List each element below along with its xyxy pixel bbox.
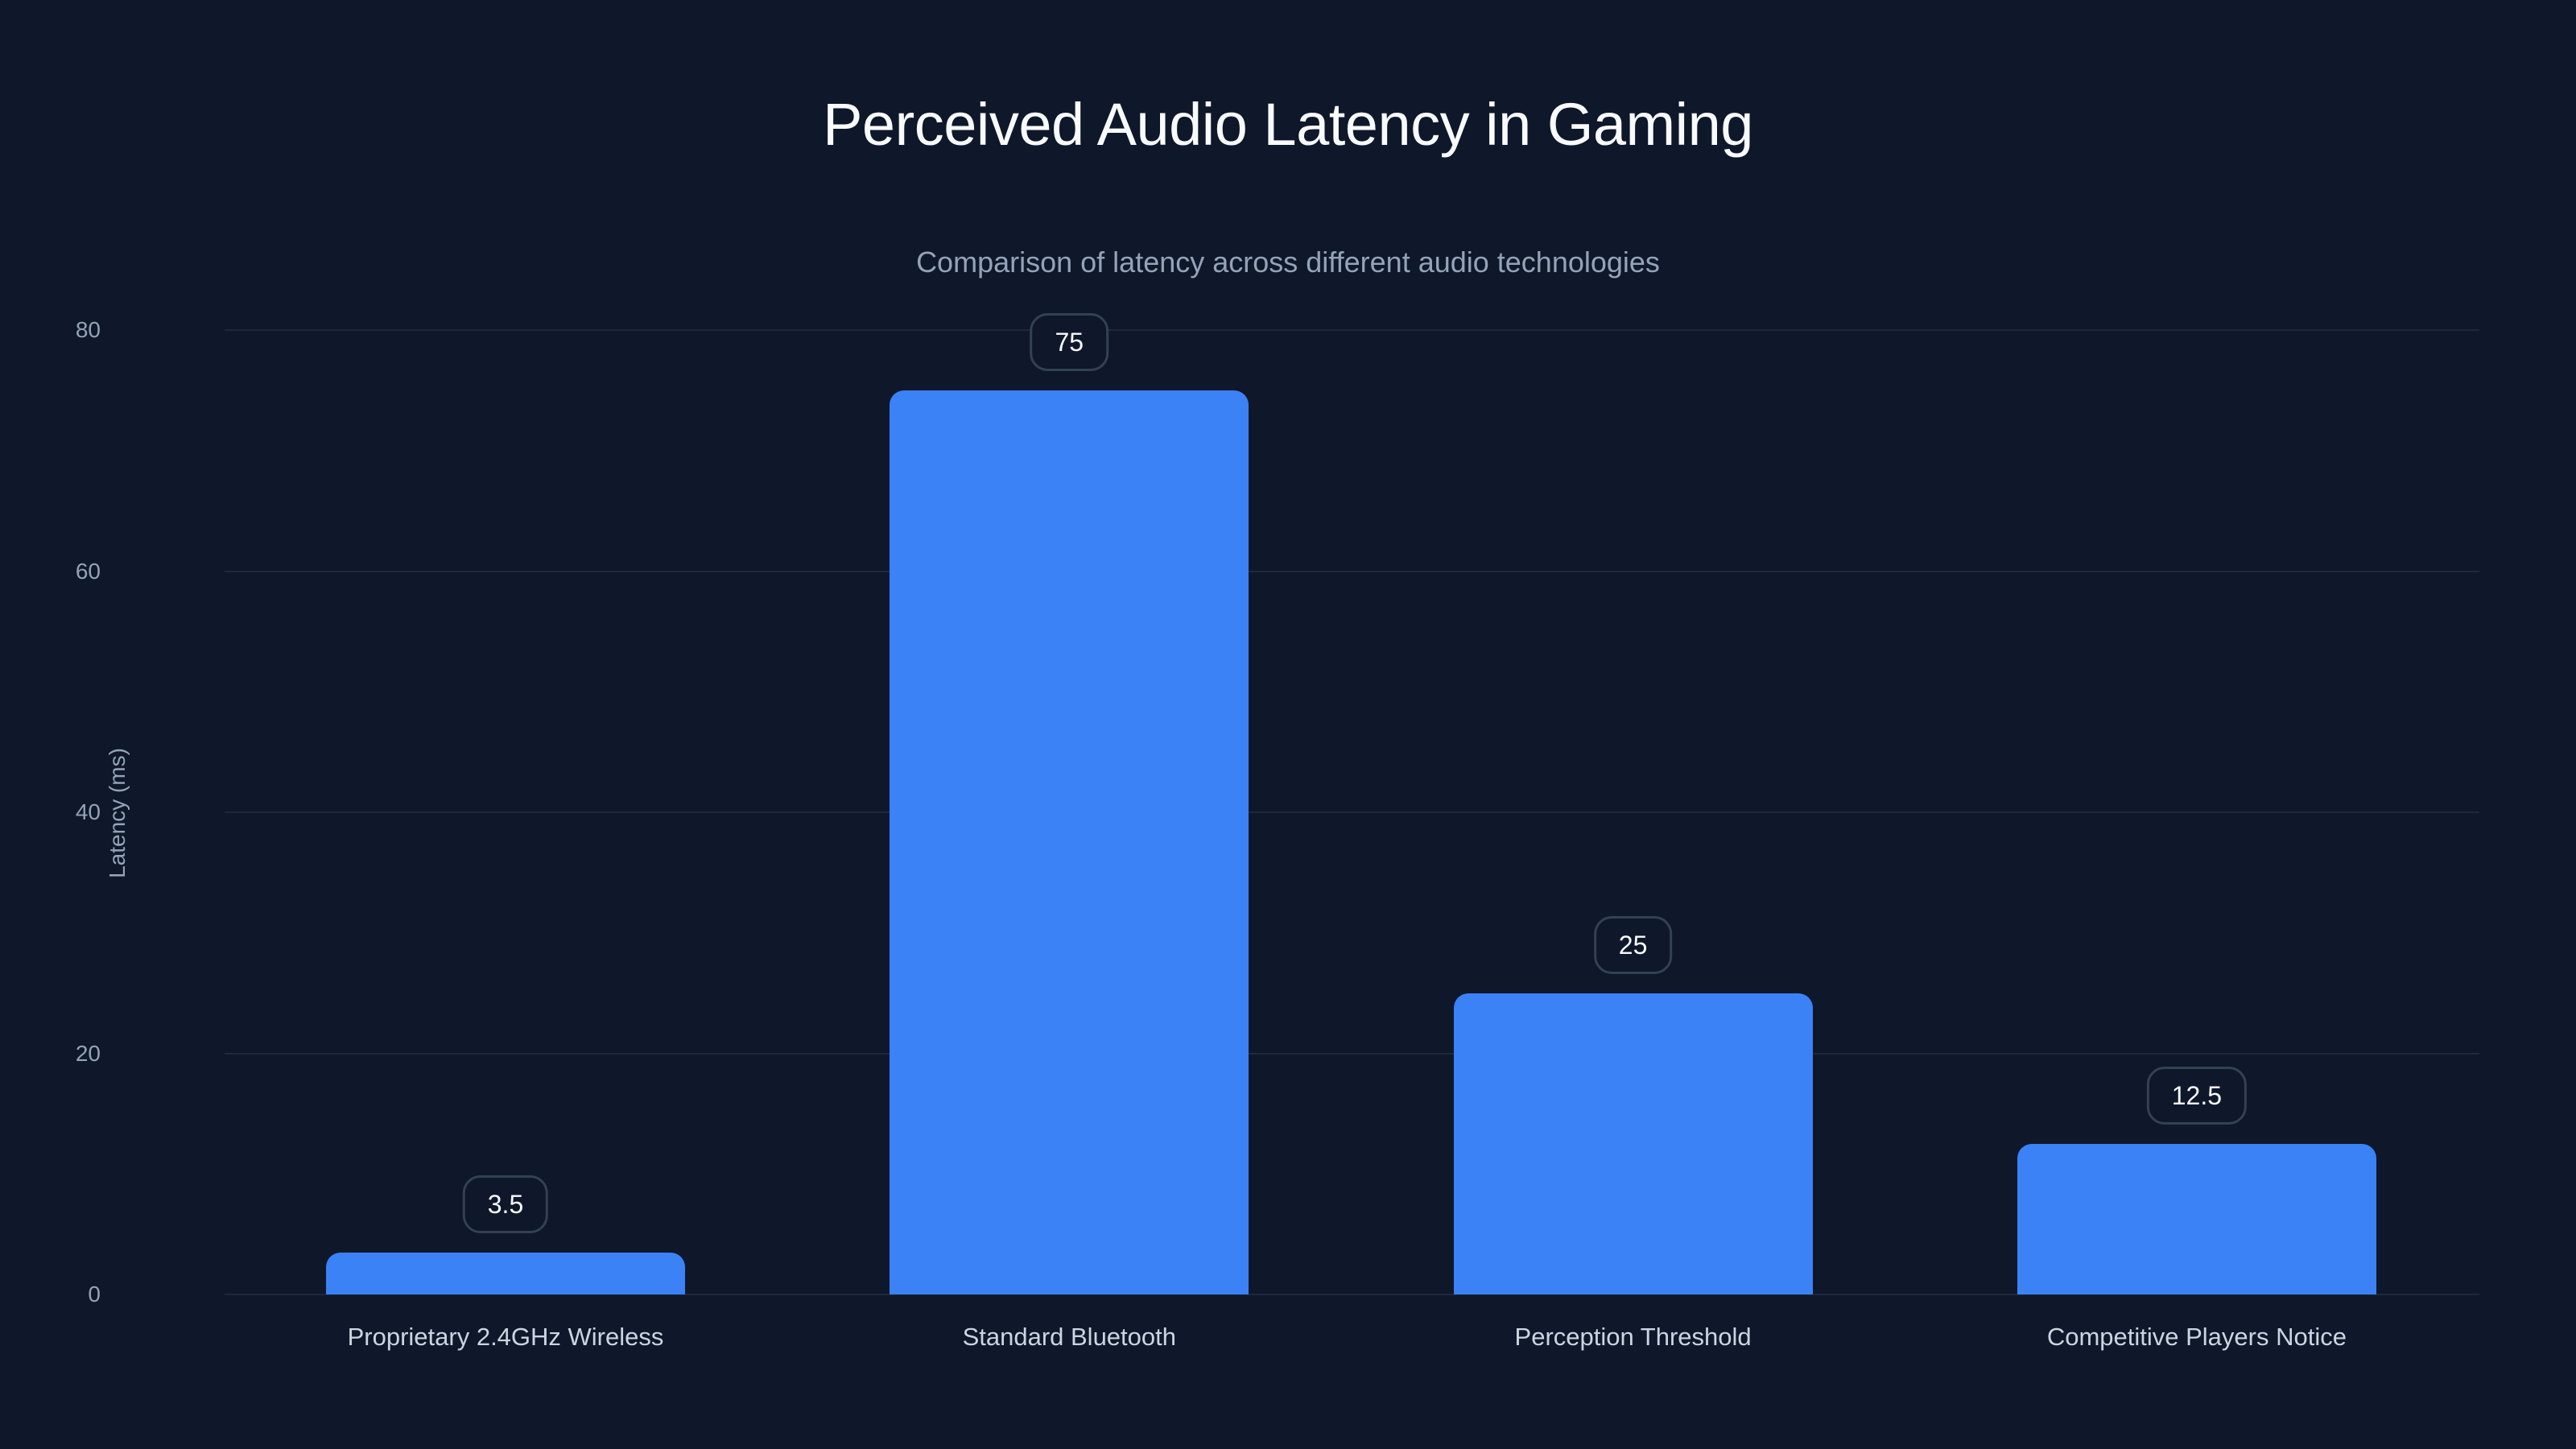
y-axis-label: Latency (ms) <box>105 748 130 878</box>
gridline <box>225 329 2479 331</box>
y-tick-label: 80 <box>75 317 101 342</box>
gridline <box>225 811 2479 813</box>
bar[interactable] <box>1453 993 1813 1294</box>
y-tick-label: 0 <box>88 1282 101 1307</box>
bar-value-label: 25 <box>1593 915 1673 974</box>
gridline <box>225 1052 2479 1055</box>
bar-value-label: 75 <box>1030 312 1109 371</box>
x-tick-label: Competitive Players Notice <box>2046 1323 2347 1351</box>
gridline <box>225 1294 2479 1295</box>
x-tick-label: Proprietary 2.4GHz Wireless <box>347 1323 664 1351</box>
plot-area: 0 20 40 60 80 3.5 Proprietary 2.4GHz Wireless 7… <box>76 0 2479 1449</box>
x-tick-label: Perception Threshold <box>1514 1323 1752 1351</box>
bar-value-label: 12.5 <box>2146 1066 2248 1125</box>
bar-value-label: 3.5 <box>462 1174 549 1233</box>
x-tick-label: Standard Bluetooth <box>962 1323 1177 1351</box>
bar[interactable] <box>2017 1143 2376 1294</box>
chart-title: Perceived Audio Latency in Gaming <box>823 91 1753 158</box>
bar[interactable] <box>326 1252 685 1294</box>
y-tick-label: 40 <box>75 799 101 824</box>
y-tick-label: 60 <box>75 558 101 584</box>
gridline <box>225 570 2479 572</box>
y-tick-label: 20 <box>75 1040 101 1066</box>
chart-subtitle: Comparison of latency across different a… <box>916 246 1660 279</box>
bar[interactable] <box>890 390 1249 1294</box>
